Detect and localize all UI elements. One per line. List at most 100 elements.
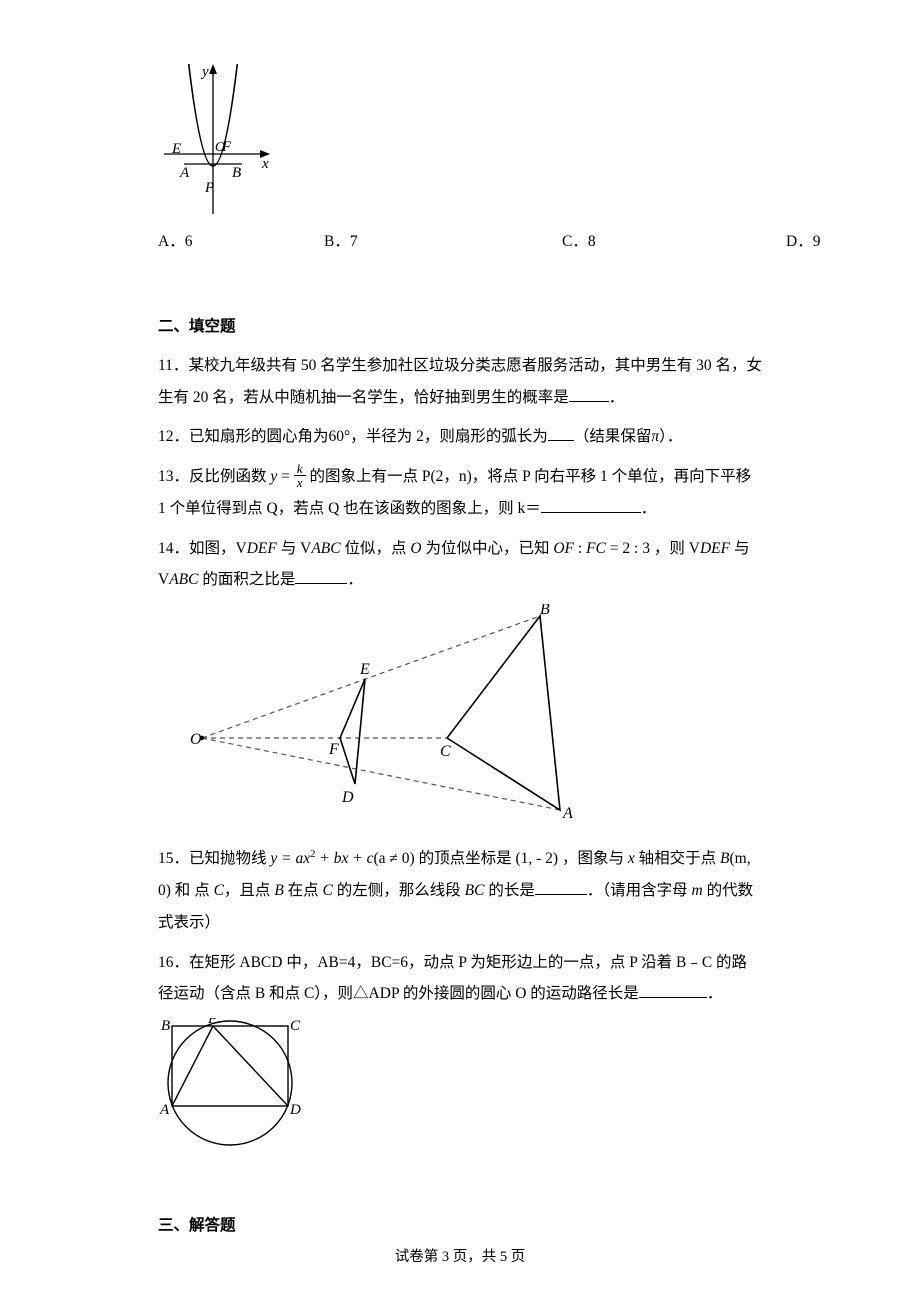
q13-tail: ． <box>641 500 657 517</box>
svg-text:D: D <box>341 789 354 806</box>
svg-text:A: A <box>562 805 573 822</box>
q14-d: 为位似中心，已知 <box>422 540 554 557</box>
q12-c: （结果保留 <box>574 428 652 445</box>
q14: 14．如图，VDEF 与 VABC 位似，点 O 为位似中心，已知 OF : F… <box>158 533 762 597</box>
q15-B2: B <box>274 882 283 899</box>
q15-C2: C <box>323 882 333 899</box>
q14-blank <box>295 569 347 585</box>
q11-num: 11． <box>158 357 188 374</box>
q14-tail: ． <box>347 571 363 588</box>
q11-blank <box>569 386 609 402</box>
footer-c: 页 <box>507 1249 525 1265</box>
q13-b: 的图象上有一点 P(2，n)，将点 P 向右平移 1 个单位，再向下平移 <box>309 468 751 485</box>
rect-circle-figure: B P C A D <box>158 1018 762 1153</box>
footer-b: 页，共 <box>449 1249 500 1265</box>
q15-eq2: + bx + c <box>316 850 374 867</box>
q14-tri2: V <box>300 540 311 557</box>
svg-text:y: y <box>200 64 209 80</box>
q16-blank <box>639 983 707 999</box>
q14-def: DEF <box>247 540 277 557</box>
q15-x: x <box>628 850 635 867</box>
option-c-val: 8 <box>588 233 596 250</box>
q15-d: 轴相交于点 <box>635 850 720 867</box>
svg-text:P: P <box>204 180 214 196</box>
q11-text: 某校九年级共有 50 名学生参加社区垃圾分类志愿者服务活动，其中男生有 30 名… <box>158 357 762 406</box>
q16-tail: ． <box>707 985 723 1002</box>
q13-eqsign: = <box>277 468 294 485</box>
q15-g: ，且点 <box>224 882 274 899</box>
q13-eq: y = kx <box>270 468 305 485</box>
q14-abc: ABC <box>311 540 340 557</box>
option-b-val: 7 <box>350 233 358 250</box>
svg-text:A: A <box>159 1102 170 1118</box>
svg-text:E: E <box>171 141 181 157</box>
q14-g: 的面积之比是 <box>202 571 295 588</box>
q15-blank <box>535 880 587 896</box>
parabola-svg: y x E O F A P B <box>158 64 274 219</box>
section2-title: 二、填空题 <box>158 312 762 341</box>
footer-a: 试卷第 <box>395 1249 442 1265</box>
q14-def2: DEF <box>700 540 730 557</box>
similar-figure: O F D E C A B <box>190 604 762 829</box>
option-a: A．6 <box>158 227 310 256</box>
q15-b: 的顶点坐标是 <box>415 850 516 867</box>
q13-frac-num: k <box>294 462 306 476</box>
svg-text:B: B <box>161 1018 170 1034</box>
q15-cond: (a ≠ 0) <box>373 850 414 867</box>
q16-num: 16． <box>158 954 189 971</box>
q13-frac-den: x <box>294 476 306 489</box>
q14-abc2: ABC <box>169 571 198 588</box>
q13-blank <box>541 497 641 513</box>
option-b: B．7 <box>324 227 476 256</box>
q15-a: 已知抛物线 <box>189 850 270 867</box>
q14-FC: FC <box>586 540 606 557</box>
svg-text:B: B <box>232 165 241 181</box>
q14-O: O <box>410 540 421 557</box>
q14-tri1: V <box>236 540 247 557</box>
q14-colon: : <box>574 540 586 557</box>
q14-a: 如图， <box>189 540 236 557</box>
q14-b: 与 <box>277 540 300 557</box>
svg-text:B: B <box>540 604 550 618</box>
q15-e: 和 <box>171 882 190 899</box>
q12-b: ，半径为 2，则扇形的弧长为 <box>350 428 548 445</box>
q15-eq: y = ax <box>270 850 310 867</box>
q14-OF: OF <box>553 540 574 557</box>
section3-title: 三、解答题 <box>158 1211 762 1240</box>
option-c-label: C． <box>562 233 588 250</box>
q11-tail: ． <box>609 389 625 406</box>
option-d: D．9 <box>786 227 920 256</box>
q15-h: 在点 <box>284 882 323 899</box>
q15: 15．已知抛物线 y = ax2 + bx + c(a ≠ 0) 的顶点坐标是 … <box>158 843 762 938</box>
options-row: A．6 B．7 C．8 D．9 <box>158 227 762 256</box>
q12-num: 12． <box>158 428 189 445</box>
q12-pi: π <box>651 428 659 445</box>
q12-blank <box>548 426 574 442</box>
q15-j: 的长是 <box>484 882 534 899</box>
q15-c: ，图象与 <box>558 850 628 867</box>
parabola-figure: y x E O F A P B <box>158 64 762 219</box>
svg-text:P: P <box>207 1018 217 1027</box>
q15-i: 的左侧，那么线段 <box>333 882 465 899</box>
q13-c: 1 个单位得到点 Q，若点 Q 也在该函数的图象上，则 k＝ <box>158 500 541 517</box>
q15-C: C <box>214 882 224 899</box>
q15-BC: BC <box>465 882 485 899</box>
q16: 16．在矩形 ABCD 中，AB=4，BC=6，动点 P 为矩形边上的一点，点 … <box>158 947 762 1011</box>
q11: 11．某校九年级共有 50 名学生参加社区垃圾分类志愿者服务活动，其中男生有 3… <box>158 350 762 414</box>
q14-c: 位似，点 <box>341 540 411 557</box>
option-d-label: D． <box>786 233 813 250</box>
rect-svg: B P C A D <box>158 1018 313 1153</box>
q14-eq: = <box>606 540 623 557</box>
q14-tri3: V <box>689 540 700 557</box>
q14-e: ，则 <box>650 540 689 557</box>
option-c: C．8 <box>562 227 714 256</box>
q13-num: 13． <box>158 468 189 485</box>
svg-text:x: x <box>261 156 269 172</box>
q15-m: m <box>692 882 703 899</box>
q12: 12．已知扇形的圆心角为60°，半径为 2，则扇形的弧长为（结果保留π）． <box>158 421 762 453</box>
q15-f: 点 <box>194 882 213 899</box>
svg-text:C: C <box>290 1018 301 1034</box>
q14-f: 与 <box>730 540 749 557</box>
page-footer: 试卷第 3 页，共 5 页 <box>0 1244 920 1272</box>
svg-text:A: A <box>179 165 190 181</box>
